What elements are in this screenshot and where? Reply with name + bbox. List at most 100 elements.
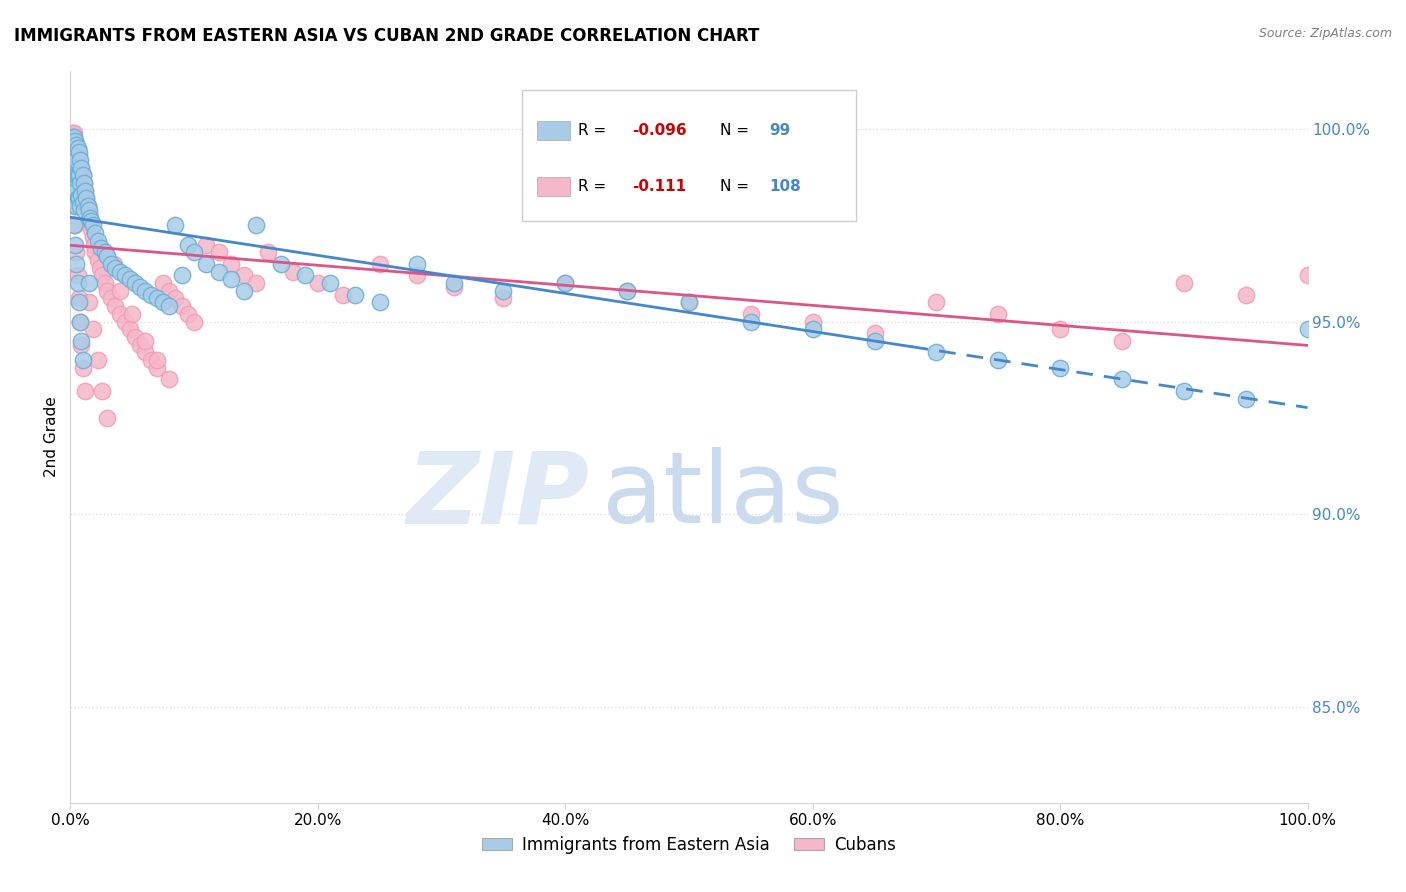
Point xyxy=(146,360,169,375)
Text: R =: R = xyxy=(578,123,610,138)
Point xyxy=(73,176,96,190)
Point xyxy=(89,260,111,275)
Point xyxy=(65,237,87,252)
Point xyxy=(65,219,87,233)
Point xyxy=(70,161,93,175)
Point xyxy=(63,137,86,152)
Text: 99: 99 xyxy=(769,123,790,138)
Point xyxy=(65,164,87,178)
Point xyxy=(104,299,127,313)
Point xyxy=(103,257,125,271)
Point xyxy=(121,307,143,321)
Point xyxy=(152,276,174,290)
Point xyxy=(183,245,205,260)
Point xyxy=(60,134,83,148)
Point xyxy=(987,307,1010,321)
Point xyxy=(616,284,638,298)
Point xyxy=(67,292,90,306)
Point xyxy=(554,276,576,290)
Point xyxy=(65,153,87,167)
Point xyxy=(208,264,231,278)
Point xyxy=(66,184,89,198)
Point xyxy=(108,264,131,278)
Point xyxy=(128,280,150,294)
Point xyxy=(118,272,141,286)
Point xyxy=(77,207,100,221)
Point xyxy=(368,257,391,271)
Point xyxy=(177,307,200,321)
Point xyxy=(146,292,169,306)
Point xyxy=(307,276,329,290)
Point xyxy=(72,169,94,183)
Point xyxy=(86,252,108,267)
Point xyxy=(134,345,156,359)
Point xyxy=(67,169,90,183)
Point xyxy=(69,195,91,210)
Point xyxy=(134,334,156,348)
Point xyxy=(100,257,122,271)
Y-axis label: 2nd Grade: 2nd Grade xyxy=(44,397,59,477)
Point xyxy=(72,191,94,205)
Point xyxy=(124,276,146,290)
Point xyxy=(62,126,84,140)
Point xyxy=(70,184,93,198)
Point xyxy=(70,187,93,202)
Point xyxy=(69,157,91,171)
Point xyxy=(294,268,316,283)
Point xyxy=(740,307,762,321)
Point xyxy=(925,295,948,310)
Point xyxy=(84,226,107,240)
Point xyxy=(257,245,280,260)
Point xyxy=(139,353,162,368)
Point xyxy=(94,276,117,290)
Point xyxy=(124,330,146,344)
Point xyxy=(76,199,98,213)
Point xyxy=(62,157,84,171)
Point xyxy=(232,268,254,283)
Point xyxy=(65,257,87,271)
Point xyxy=(492,292,515,306)
Point xyxy=(554,276,576,290)
Text: N =: N = xyxy=(720,179,754,194)
Point xyxy=(65,149,87,163)
Point xyxy=(72,195,94,210)
Point xyxy=(319,276,342,290)
Point xyxy=(84,245,107,260)
FancyBboxPatch shape xyxy=(537,177,571,196)
Point xyxy=(62,184,84,198)
Point xyxy=(368,295,391,310)
Point xyxy=(69,315,91,329)
Point xyxy=(67,187,90,202)
Point xyxy=(65,134,87,148)
Point xyxy=(616,284,638,298)
Point xyxy=(183,315,205,329)
Point xyxy=(232,284,254,298)
Point xyxy=(90,242,112,256)
Legend: Immigrants from Eastern Asia, Cubans: Immigrants from Eastern Asia, Cubans xyxy=(475,829,903,860)
Point xyxy=(69,176,91,190)
Point xyxy=(63,176,86,190)
Point xyxy=(82,219,104,233)
Text: Source: ZipAtlas.com: Source: ZipAtlas.com xyxy=(1258,27,1392,40)
Text: IMMIGRANTS FROM EASTERN ASIA VS CUBAN 2ND GRADE CORRELATION CHART: IMMIGRANTS FROM EASTERN ASIA VS CUBAN 2N… xyxy=(14,27,759,45)
Point xyxy=(65,184,87,198)
Point xyxy=(1049,322,1071,336)
Point xyxy=(157,284,180,298)
Point xyxy=(281,264,304,278)
Point xyxy=(69,153,91,167)
Point xyxy=(65,195,87,210)
Point xyxy=(66,141,89,155)
Point xyxy=(678,295,700,310)
Text: -0.111: -0.111 xyxy=(633,179,686,194)
Point xyxy=(443,280,465,294)
Text: R =: R = xyxy=(578,179,616,194)
Point xyxy=(925,345,948,359)
Point xyxy=(65,179,87,194)
Point xyxy=(128,337,150,351)
Point xyxy=(177,237,200,252)
Point xyxy=(104,260,127,275)
Point xyxy=(63,145,86,160)
Point xyxy=(1049,360,1071,375)
Point xyxy=(1234,392,1257,406)
Point xyxy=(678,295,700,310)
